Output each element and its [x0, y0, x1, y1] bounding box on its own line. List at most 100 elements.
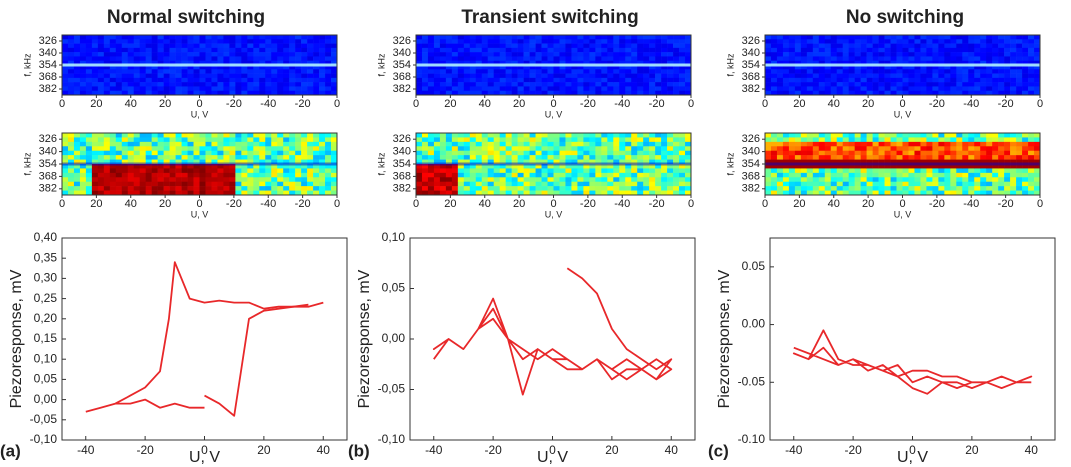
- spectrogram-cell: [505, 47, 512, 53]
- spectrogram-cell: [325, 186, 332, 191]
- x-tick-label: -20: [136, 443, 154, 457]
- spectrogram-cell: [842, 69, 849, 74]
- spectrogram-cell: [265, 137, 272, 143]
- spectrogram-cell: [956, 39, 963, 44]
- spectrogram-cell: [445, 146, 453, 152]
- spectrogram-cell: [175, 82, 182, 87]
- spectrogram-cell: [770, 56, 778, 62]
- spectrogram-cell: [547, 82, 554, 87]
- spectrogram-cell: [451, 133, 459, 138]
- spectrogram-cell: [968, 168, 975, 174]
- spectrogram-cell: [529, 39, 536, 44]
- spectrogram-cell: [1028, 35, 1035, 40]
- spectrogram-cell: [974, 150, 981, 156]
- spectrogram-cell: [848, 73, 855, 79]
- spectrogram-cell: [85, 146, 93, 152]
- spectrogram-cell: [601, 137, 608, 143]
- spectrogram-cell: [824, 177, 832, 183]
- spectrogram-cell: [319, 69, 326, 74]
- spectrogram-cell: [283, 35, 290, 40]
- spectrogram-cell: [499, 133, 506, 138]
- spectrogram-cell: [613, 159, 620, 165]
- spectrogram-cell: [595, 186, 602, 191]
- spectrogram-cell: [451, 172, 459, 178]
- spectrogram-cell: [770, 82, 778, 87]
- spectrogram-cell: [223, 186, 230, 191]
- spectrogram-cell: [1016, 43, 1023, 49]
- spectrogram-cell: [115, 69, 123, 74]
- spectrogram-cell: [613, 177, 620, 183]
- spectrogram-cell: [277, 190, 284, 196]
- spectrogram-cell: [776, 159, 784, 165]
- spectrogram-cell: [416, 155, 423, 160]
- spectrogram-cell: [199, 73, 206, 79]
- spectrogram-cell: [307, 35, 314, 40]
- spectrogram-cell: [103, 155, 111, 160]
- spectrogram-cell: [163, 155, 170, 160]
- spectrogram-cell: [229, 141, 236, 147]
- spectrogram-cell: [884, 155, 891, 160]
- spectrogram-cell: [205, 168, 212, 174]
- spectrogram-cell: [770, 77, 778, 83]
- spectrogram-cell: [145, 77, 152, 83]
- spectrogram-cell: [481, 77, 489, 83]
- spectrogram-cell: [277, 141, 284, 147]
- spectrogram-cell: [986, 69, 993, 74]
- spectrogram-cell: [169, 146, 176, 152]
- spectrogram-cell: [968, 56, 975, 62]
- spectrogram-cell: [992, 86, 999, 92]
- spectrogram-cell: [872, 43, 879, 49]
- spectrogram-cell: [451, 90, 459, 96]
- spectrogram-cell: [679, 65, 686, 70]
- spectrogram-cell: [896, 60, 903, 66]
- spectrogram-cell: [577, 90, 584, 96]
- spectrogram-cell: [169, 137, 176, 143]
- spectrogram-cell: [475, 172, 483, 178]
- spectrogram-cell: [637, 69, 644, 74]
- spectrogram-cell: [469, 35, 477, 40]
- y-tick-label: 382: [393, 183, 411, 195]
- spectrogram-cell: [1010, 190, 1017, 196]
- spectrogram-cell: [619, 159, 626, 165]
- spectrogram-cell: [655, 56, 662, 62]
- spectrogram-cell: [1010, 43, 1017, 49]
- spectrogram-cell: [145, 172, 152, 178]
- spectrogram: [62, 133, 338, 196]
- spectrogram-cell: [782, 52, 790, 57]
- spectrogram-cell: [253, 39, 260, 44]
- spectrogram-cell: [800, 65, 808, 70]
- spectrogram-cell: [73, 47, 81, 53]
- spectrogram-cell: [427, 168, 435, 174]
- spectrogram-cell: [481, 73, 489, 79]
- spectrogram-cell: [457, 82, 465, 87]
- spectrogram-cell: [848, 86, 855, 92]
- y-tick-label: 0,25: [34, 291, 58, 305]
- spectrogram-cell: [487, 172, 495, 178]
- spectrogram-cell: [325, 164, 332, 169]
- spectrogram-cell: [565, 86, 572, 92]
- spectrogram-cell: [445, 172, 453, 178]
- spectrogram-cell: [199, 52, 206, 57]
- spectrogram-cell: [589, 82, 596, 87]
- spectrogram-cell: [283, 69, 290, 74]
- spectrogram-cell: [289, 141, 296, 147]
- spectrogram-cell: [289, 186, 296, 191]
- spectrogram-cell: [313, 82, 320, 87]
- spectrogram-cell: [830, 56, 838, 62]
- spectrogram-cell: [235, 47, 242, 53]
- spectrogram-cell: [770, 60, 778, 66]
- spectrogram-cell: [800, 52, 808, 57]
- spectrogram-cell: [968, 177, 975, 183]
- x-tick-label: -20: [844, 443, 862, 457]
- spectrogram-cell: [806, 137, 814, 143]
- spectrogram-cell: [830, 52, 838, 57]
- spectrogram-cell: [559, 133, 566, 138]
- spectrogram-cell: [673, 69, 680, 74]
- resonance-line: [62, 63, 337, 67]
- spectrogram-cell: [541, 60, 548, 66]
- spectrogram-cell: [788, 43, 796, 49]
- spectrogram-cell: [241, 133, 248, 138]
- spectrogram-cell: [62, 39, 69, 44]
- spectrogram-cell: [667, 39, 674, 44]
- spectrogram-cell: [926, 77, 933, 83]
